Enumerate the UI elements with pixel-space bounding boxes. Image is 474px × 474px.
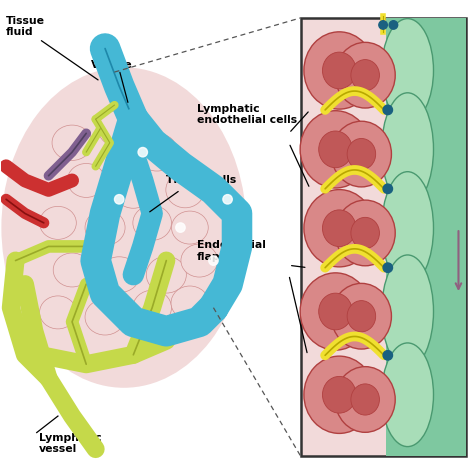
FancyBboxPatch shape xyxy=(301,18,465,456)
FancyBboxPatch shape xyxy=(386,18,465,456)
Ellipse shape xyxy=(335,366,395,432)
Ellipse shape xyxy=(322,52,356,89)
Ellipse shape xyxy=(99,257,140,292)
Ellipse shape xyxy=(39,206,76,239)
Ellipse shape xyxy=(351,218,380,248)
Text: Lymphatic
endothelial cells: Lymphatic endothelial cells xyxy=(197,104,297,125)
Ellipse shape xyxy=(382,172,434,285)
Ellipse shape xyxy=(133,205,172,240)
Ellipse shape xyxy=(136,133,178,171)
Ellipse shape xyxy=(304,32,374,109)
Circle shape xyxy=(379,21,387,29)
Ellipse shape xyxy=(39,296,76,329)
Ellipse shape xyxy=(171,286,209,320)
Ellipse shape xyxy=(304,190,374,267)
Circle shape xyxy=(389,21,398,29)
Ellipse shape xyxy=(181,244,218,277)
Ellipse shape xyxy=(351,384,380,415)
Ellipse shape xyxy=(85,210,125,246)
Ellipse shape xyxy=(52,125,92,160)
Circle shape xyxy=(138,147,147,157)
Text: Tissue cells: Tissue cells xyxy=(166,175,237,185)
Ellipse shape xyxy=(331,121,392,187)
Ellipse shape xyxy=(304,356,374,433)
Ellipse shape xyxy=(347,301,376,332)
Ellipse shape xyxy=(113,172,154,208)
Ellipse shape xyxy=(382,343,434,447)
Ellipse shape xyxy=(347,138,376,170)
Ellipse shape xyxy=(335,200,395,266)
Circle shape xyxy=(223,195,232,204)
Ellipse shape xyxy=(1,67,246,388)
Text: Lymphatic
vessel: Lymphatic vessel xyxy=(39,433,102,454)
Ellipse shape xyxy=(67,164,105,197)
Ellipse shape xyxy=(133,290,172,325)
Text: Endothelial
flaps: Endothelial flaps xyxy=(197,240,266,262)
Ellipse shape xyxy=(322,210,356,246)
Ellipse shape xyxy=(172,211,208,244)
Ellipse shape xyxy=(382,255,434,368)
Ellipse shape xyxy=(146,256,186,293)
Circle shape xyxy=(209,256,218,265)
Ellipse shape xyxy=(300,111,371,188)
Circle shape xyxy=(383,263,392,273)
Circle shape xyxy=(176,223,185,232)
Ellipse shape xyxy=(335,42,395,108)
Circle shape xyxy=(383,184,392,193)
Ellipse shape xyxy=(319,131,352,168)
Ellipse shape xyxy=(382,93,434,206)
Ellipse shape xyxy=(351,60,380,91)
Ellipse shape xyxy=(166,172,204,208)
Text: Tissue
fluid: Tissue fluid xyxy=(6,16,45,37)
Ellipse shape xyxy=(53,253,91,287)
Circle shape xyxy=(115,195,124,204)
Ellipse shape xyxy=(98,110,140,147)
Text: Venule: Venule xyxy=(91,60,133,70)
Ellipse shape xyxy=(382,18,434,122)
Ellipse shape xyxy=(85,299,125,335)
Ellipse shape xyxy=(331,283,392,349)
Circle shape xyxy=(383,351,392,360)
Ellipse shape xyxy=(319,293,352,330)
Circle shape xyxy=(383,105,392,115)
Ellipse shape xyxy=(300,273,371,350)
Ellipse shape xyxy=(322,376,356,413)
